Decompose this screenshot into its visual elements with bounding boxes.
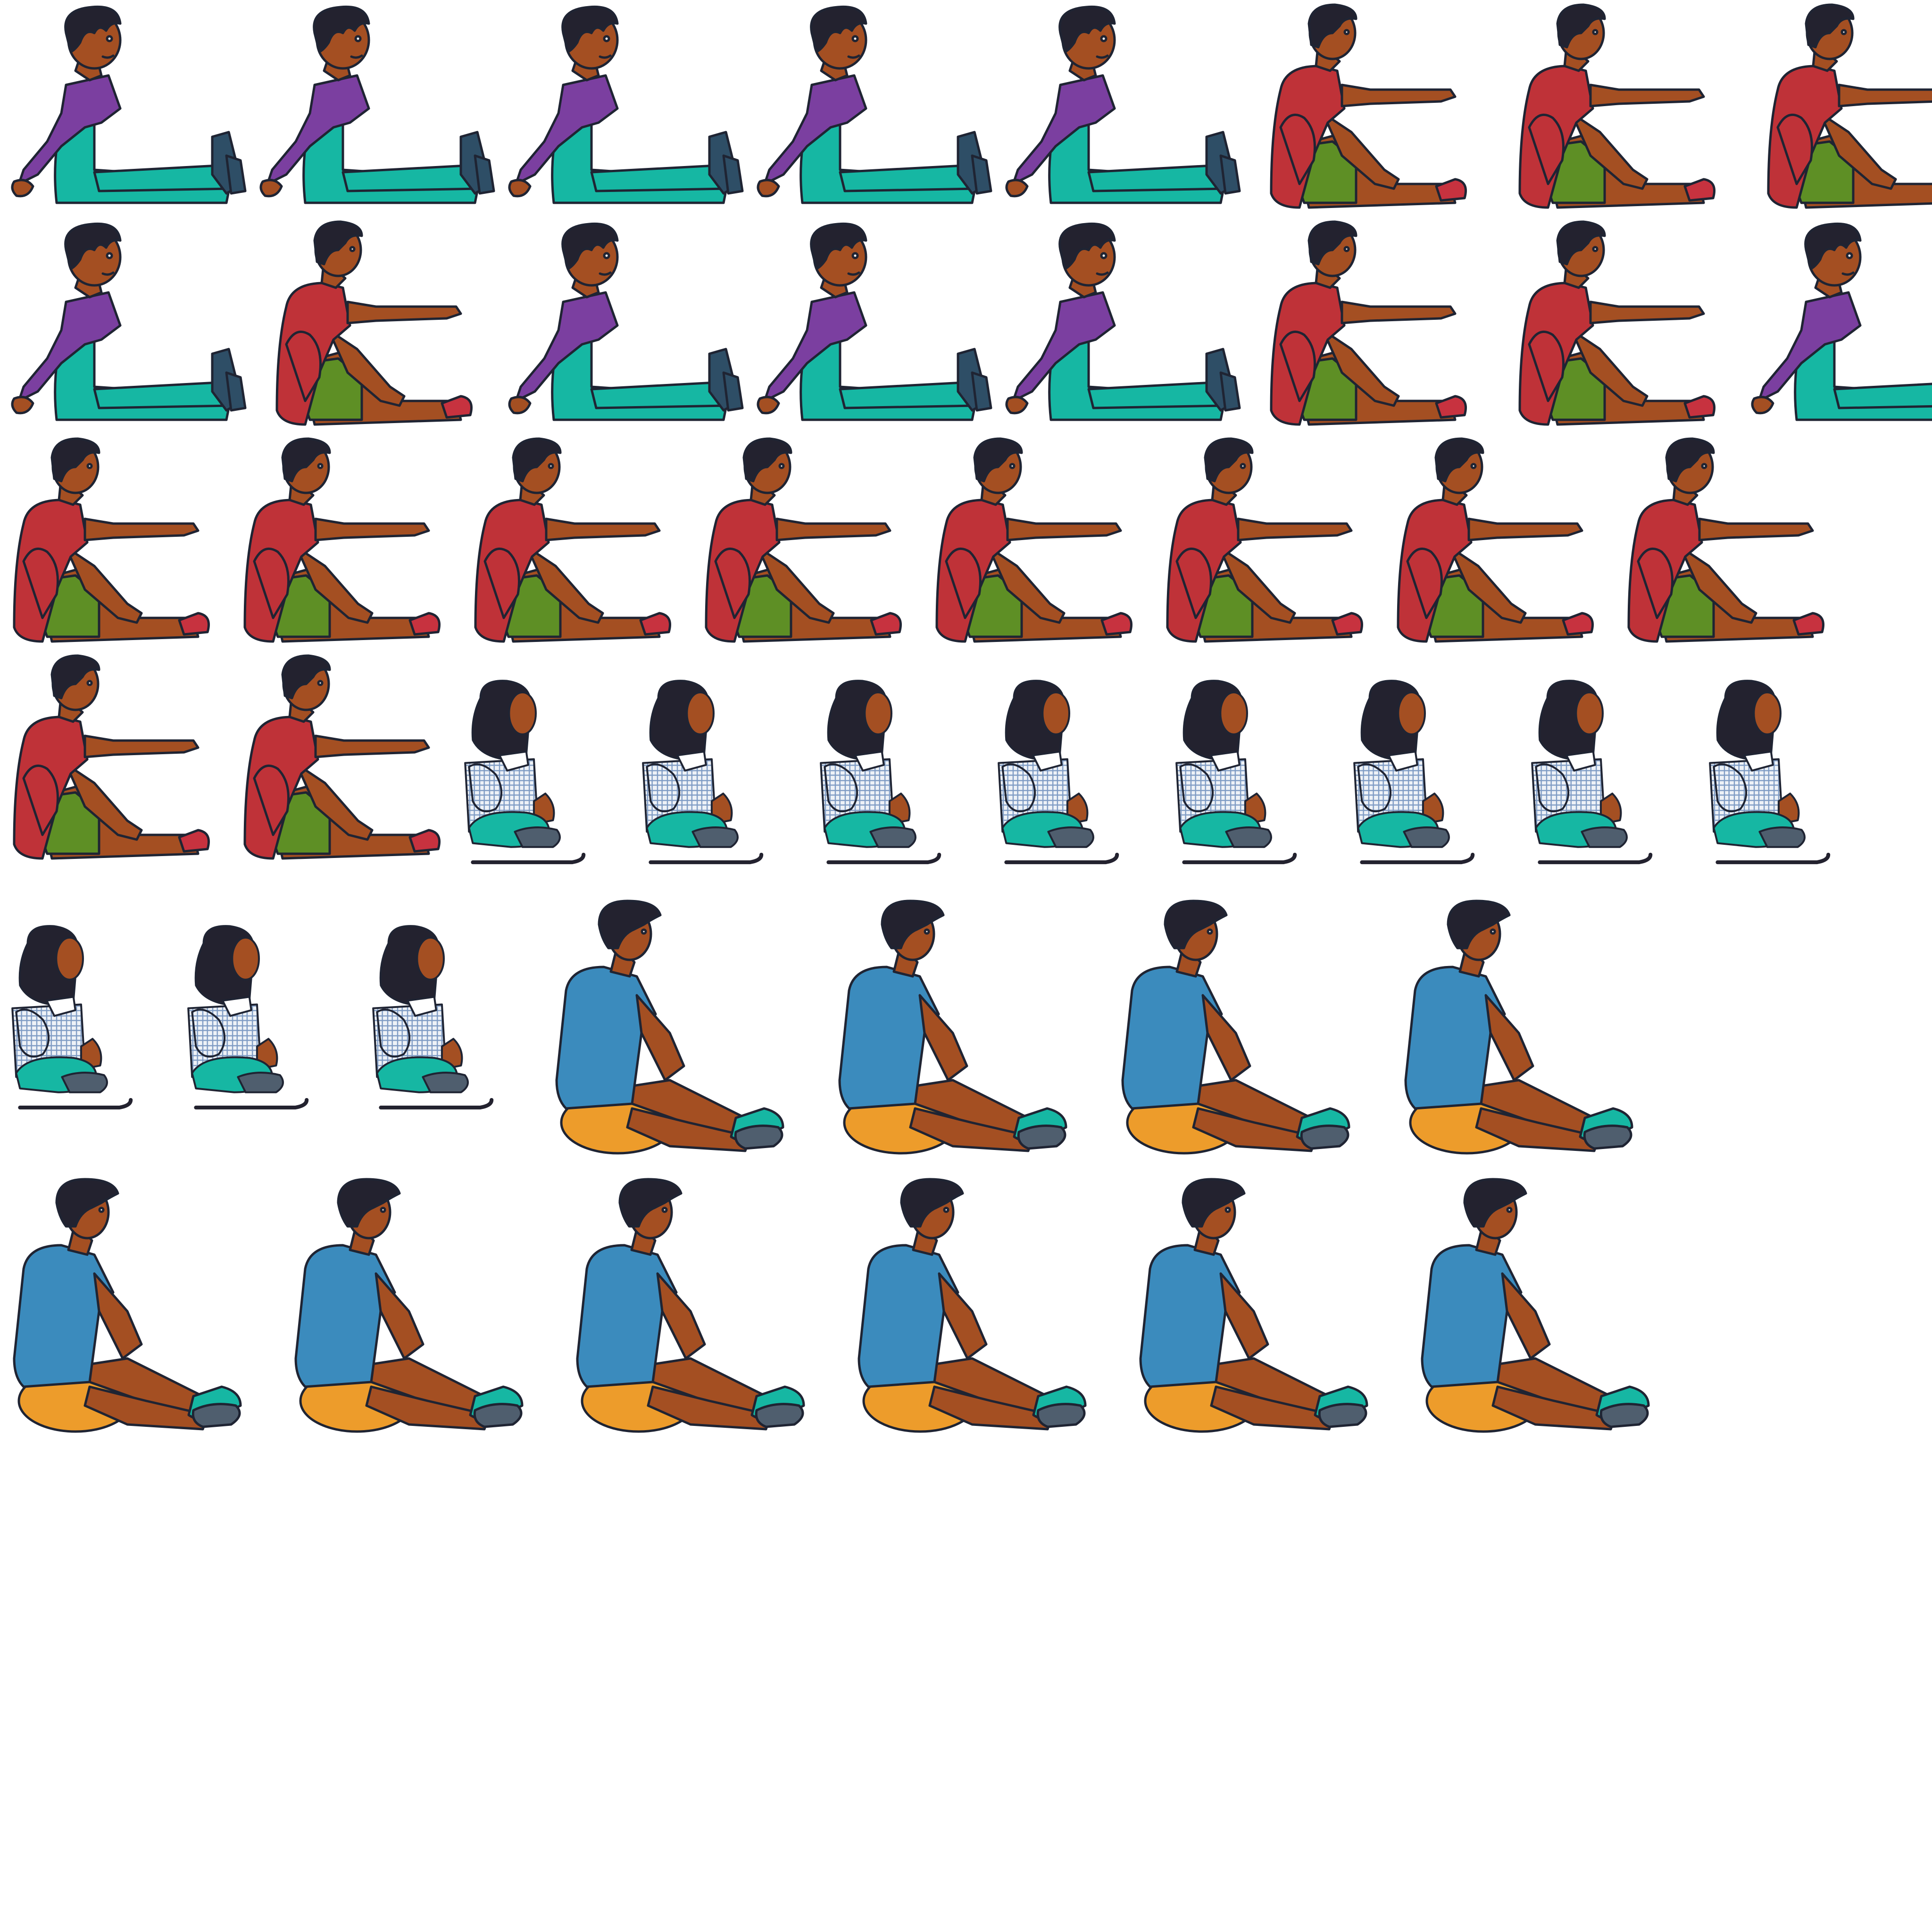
woman-plaid-shirt-sprite	[5, 901, 165, 1146]
boy-red-shirt-figure	[1518, 220, 1715, 426]
boy-purple-sweater-sprite	[502, 5, 747, 222]
boy-purple-sweater-figure	[1005, 222, 1241, 421]
woman-plaid-shirt-sprite	[991, 656, 1151, 901]
boy-blue-shirt-sprite	[1396, 899, 1660, 1184]
woman-plaid-shirt-sprite	[1702, 656, 1863, 901]
woman-plaid-shirt-figure	[1353, 680, 1475, 865]
boy-red-shirt-sprite	[1619, 437, 1836, 656]
woman-plaid-shirt-figure	[187, 925, 309, 1110]
boy-red-shirt-figure	[243, 437, 441, 643]
boy-red-shirt-figure	[1397, 437, 1594, 643]
boy-red-shirt-figure	[1166, 437, 1363, 643]
boy-blue-shirt-sprite	[1131, 1178, 1395, 1462]
boy-red-shirt-sprite	[1248, 220, 1493, 439]
boy-blue-shirt-sprite	[286, 1178, 550, 1462]
woman-plaid-shirt-figure	[998, 680, 1119, 865]
boy-blue-shirt-figure	[838, 899, 1067, 1155]
woman-plaid-shirt-figure	[1175, 680, 1297, 865]
boy-purple-sweater-figure	[757, 222, 992, 421]
boy-purple-sweater-figure	[1005, 5, 1241, 204]
boy-red-shirt-figure	[13, 654, 210, 860]
woman-plaid-shirt-figure	[1531, 680, 1653, 865]
boy-purple-sweater-figure	[1751, 222, 1932, 421]
boy-blue-shirt-figure	[13, 1178, 242, 1433]
boy-blue-shirt-figure	[294, 1178, 524, 1433]
boy-purple-sweater-figure	[11, 222, 247, 421]
boy-purple-sweater-figure	[757, 5, 992, 204]
woman-plaid-shirt-sprite	[813, 656, 974, 901]
boy-red-shirt-figure	[1627, 437, 1824, 643]
boy-blue-shirt-sprite	[830, 899, 1094, 1184]
boy-purple-sweater-figure	[508, 5, 744, 204]
boy-blue-shirt-figure	[1404, 899, 1633, 1155]
boy-red-shirt-figure	[705, 437, 902, 643]
boy-red-shirt-figure	[13, 437, 210, 643]
boy-blue-shirt-figure	[576, 1178, 805, 1433]
boy-blue-shirt-figure	[1139, 1178, 1368, 1433]
boy-purple-sweater-sprite	[5, 5, 250, 222]
boy-red-shirt-sprite	[235, 437, 452, 656]
boy-blue-shirt-sprite	[568, 1178, 832, 1462]
boy-blue-shirt-figure	[555, 899, 784, 1155]
boy-blue-shirt-figure	[1421, 1178, 1650, 1433]
boy-purple-sweater-figure	[259, 5, 495, 204]
woman-plaid-shirt-figure	[464, 680, 586, 865]
boy-red-shirt-sprite	[1496, 220, 1741, 439]
boy-purple-sweater-sprite	[750, 5, 996, 222]
boy-red-shirt-figure	[1270, 3, 1467, 209]
boy-blue-shirt-figure	[858, 1178, 1087, 1433]
boy-red-shirt-sprite	[253, 220, 499, 439]
boy-purple-sweater-sprite	[253, 5, 499, 222]
boy-red-shirt-sprite	[1496, 3, 1741, 222]
boy-red-shirt-figure	[1270, 220, 1467, 426]
boy-purple-sweater-sprite	[5, 222, 250, 439]
woman-plaid-shirt-figure	[11, 925, 133, 1110]
boy-purple-sweater-figure	[508, 222, 744, 421]
boy-red-shirt-sprite	[927, 437, 1144, 656]
woman-plaid-shirt-figure	[1709, 680, 1831, 865]
boy-red-shirt-sprite	[5, 437, 222, 656]
boy-red-shirt-sprite	[1248, 3, 1493, 222]
boy-purple-sweater-sprite	[1745, 222, 1932, 439]
boy-purple-sweater-sprite	[750, 222, 996, 439]
woman-plaid-shirt-figure	[372, 925, 494, 1110]
boy-red-shirt-sprite	[1389, 437, 1606, 656]
woman-plaid-shirt-figure	[820, 680, 941, 865]
boy-red-shirt-sprite	[235, 654, 452, 873]
boy-red-shirt-figure	[935, 437, 1133, 643]
woman-plaid-shirt-sprite	[635, 656, 796, 901]
woman-plaid-shirt-sprite	[366, 901, 526, 1146]
boy-purple-sweater-sprite	[502, 222, 747, 439]
boy-red-shirt-figure	[243, 654, 441, 860]
boy-purple-sweater-figure	[11, 5, 247, 204]
woman-plaid-shirt-sprite	[1169, 656, 1329, 901]
boy-red-shirt-figure	[1518, 3, 1715, 209]
boy-red-shirt-figure	[275, 220, 473, 426]
boy-blue-shirt-sprite	[1413, 1178, 1677, 1462]
boy-red-shirt-figure	[1767, 3, 1932, 209]
woman-plaid-shirt-sprite	[181, 901, 341, 1146]
woman-plaid-shirt-sprite	[1347, 656, 1507, 901]
woman-plaid-shirt-sprite	[1524, 656, 1685, 901]
boy-blue-shirt-sprite	[547, 899, 811, 1184]
boy-red-shirt-sprite	[466, 437, 683, 656]
boy-red-shirt-sprite	[697, 437, 914, 656]
boy-purple-sweater-sprite	[999, 222, 1244, 439]
boy-blue-shirt-sprite	[5, 1178, 269, 1462]
boy-red-shirt-sprite	[1745, 3, 1932, 222]
woman-plaid-shirt-figure	[642, 680, 764, 865]
boy-red-shirt-sprite	[5, 654, 222, 873]
boy-purple-sweater-sprite	[999, 5, 1244, 222]
boy-red-shirt-figure	[474, 437, 671, 643]
boy-red-shirt-sprite	[1158, 437, 1375, 656]
boy-blue-shirt-figure	[1121, 899, 1350, 1155]
boy-blue-shirt-sprite	[849, 1178, 1114, 1462]
woman-plaid-shirt-sprite	[458, 656, 618, 901]
boy-blue-shirt-sprite	[1113, 899, 1377, 1184]
